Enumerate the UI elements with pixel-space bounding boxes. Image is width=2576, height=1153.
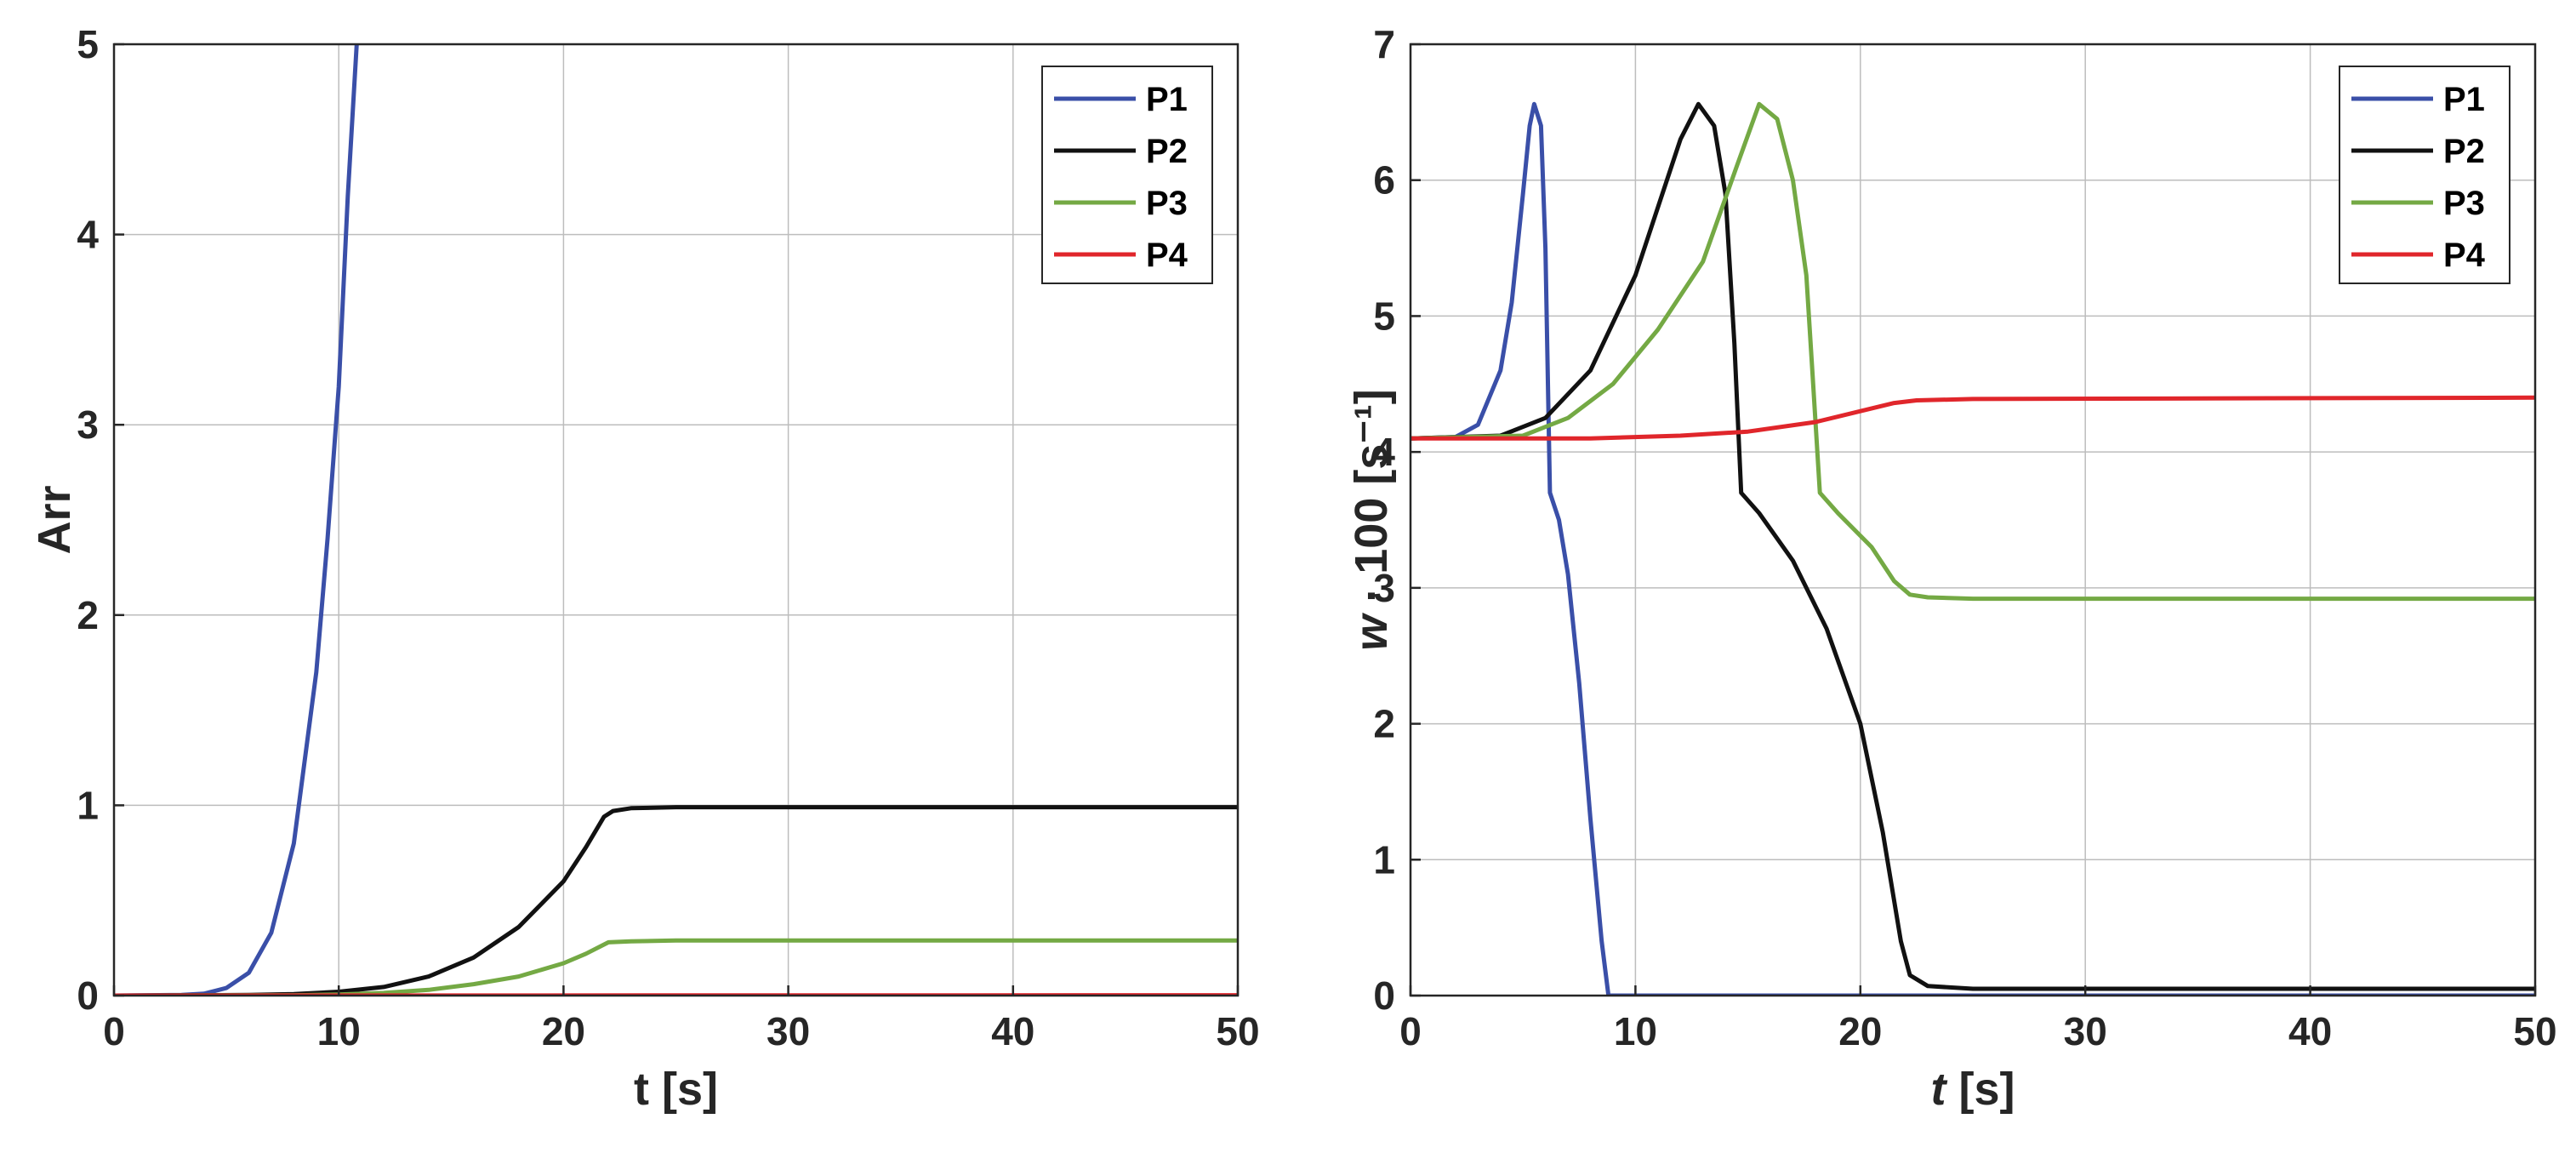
x-tick-label: 10	[1614, 1009, 1657, 1053]
y-tick-label: 6	[1373, 158, 1395, 203]
y-tick-label: 5	[1373, 294, 1395, 338]
legend-label-p1: P1	[1146, 81, 1188, 118]
legend-label-p2: P2	[2443, 133, 2485, 170]
series-line-p3	[114, 938, 1238, 996]
x-tick-label: 50	[2513, 1009, 2556, 1053]
legend-box	[1041, 66, 1213, 284]
y-tick-label: 2	[77, 593, 99, 637]
y-axis-label: Arr	[29, 485, 80, 554]
y-tick-label: 7	[1373, 22, 1395, 66]
legend-box	[2339, 66, 2510, 284]
x-tick-label: 10	[317, 1009, 361, 1053]
legend-label-p4: P4	[2443, 237, 2486, 274]
legend-label-p1: P1	[2443, 81, 2485, 118]
y-tick-label: 1	[77, 783, 99, 827]
x-tick-label: 40	[991, 1009, 1034, 1053]
series-line-p1	[1411, 101, 2535, 996]
y-tick-label: 2	[1373, 702, 1395, 746]
x-tick-label: 20	[1838, 1009, 1882, 1053]
series-line-p2	[1411, 101, 2535, 991]
x-axis-label: t [s]	[1931, 1064, 2015, 1115]
y-tick-label: 5	[77, 22, 99, 66]
legend: P1 P2 P3 P4	[2339, 66, 2510, 284]
plot-frame	[1409, 43, 2537, 997]
legend-label-p3: P3	[2443, 185, 2485, 222]
legend: P1 P2 P3 P4	[1041, 66, 1213, 284]
y-tick-label: 0	[1373, 973, 1395, 1018]
x-tick-label: 30	[2064, 1009, 2107, 1053]
y-tick-label: 3	[1373, 566, 1395, 610]
x-tick-label: 0	[1399, 1009, 1422, 1053]
plot-frame	[112, 43, 1240, 997]
chart-1: 0 10 20 30 40 50 0 1 2 3 4 5 t [s] Arr P1 P2 P3 P4	[29, 22, 1260, 1115]
x-axis-label: t [s]	[634, 1064, 718, 1115]
y-tick-label: 4	[77, 213, 99, 257]
x-tick-label: 30	[767, 1009, 810, 1053]
y-axis-label: w · 100 [s⁻¹]	[1346, 389, 1397, 651]
y-tick-label: 4	[1373, 430, 1395, 474]
legend-label-p3: P3	[1146, 185, 1188, 222]
x-tick-label: 40	[2288, 1009, 2332, 1053]
legend-label-p2: P2	[1146, 133, 1188, 170]
series-line-p2	[114, 805, 1238, 996]
x-tick-label: 50	[1216, 1009, 1259, 1053]
x-tick-label: 20	[542, 1009, 585, 1053]
y-tick-label: 0	[77, 973, 99, 1018]
series-line-p3	[1411, 101, 2535, 602]
legend-label-p4: P4	[1146, 237, 1188, 274]
series-line-p4	[1411, 395, 2535, 441]
series-line-p1	[114, 44, 359, 996]
y-tick-label: 1	[1373, 837, 1395, 882]
x-tick-label: 0	[103, 1009, 125, 1053]
y-tick-label: 3	[77, 402, 99, 447]
